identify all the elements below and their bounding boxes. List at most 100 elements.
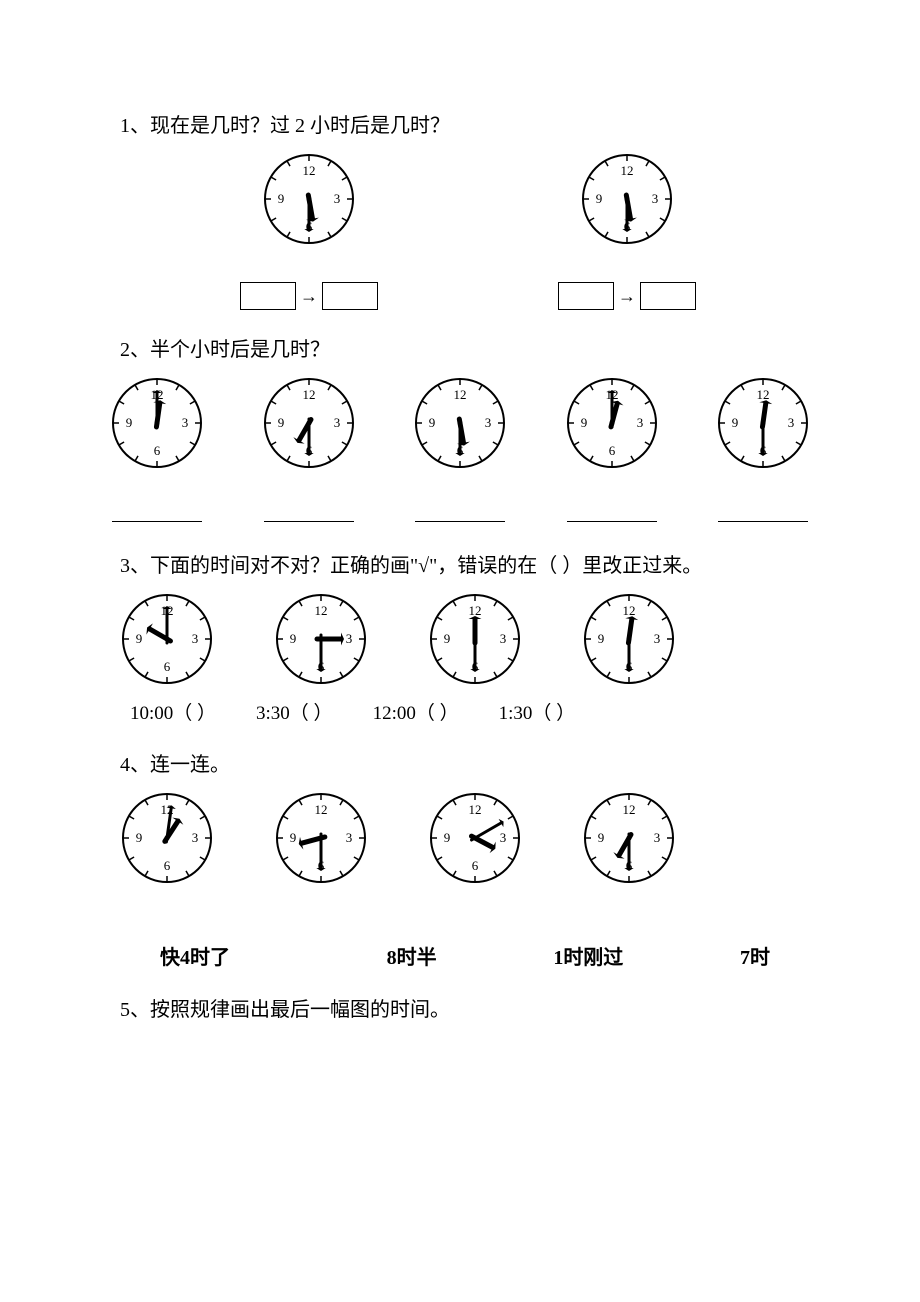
svg-text:9: 9 <box>290 830 297 845</box>
q3-clock-2: 12369 <box>428 592 522 692</box>
q2-clock-3: 12369 <box>565 376 659 476</box>
svg-text:12: 12 <box>469 802 482 817</box>
q4-label-0[interactable]: 快4时了 <box>160 941 270 970</box>
svg-text:3: 3 <box>182 415 189 430</box>
arrow-icon: → <box>300 286 318 307</box>
svg-text:12: 12 <box>315 802 328 817</box>
ink-blot-icon <box>230 952 270 966</box>
q3-label-2[interactable]: 12:00（ ） <box>373 698 459 725</box>
q4-clock-2: 12 3 6 9 <box>428 791 522 891</box>
svg-text:6: 6 <box>608 443 615 458</box>
svg-text:9: 9 <box>429 415 436 430</box>
svg-text:3: 3 <box>333 415 340 430</box>
svg-text:9: 9 <box>598 631 605 646</box>
q3-label-0[interactable]: 10:00（ ） <box>130 698 216 725</box>
q4-label-1[interactable]: 8时半 <box>387 941 437 970</box>
svg-text:3: 3 <box>654 830 661 845</box>
q2-clock-1: 12369 <box>262 376 356 476</box>
svg-text:9: 9 <box>598 830 605 845</box>
q2-clock-cell-2: 12369 <box>413 376 507 522</box>
svg-text:9: 9 <box>290 631 297 646</box>
svg-text:3: 3 <box>500 830 507 845</box>
q4-clock-0: 12369 <box>120 791 214 891</box>
q2-text: 2、半个小时后是几时？ <box>120 334 800 366</box>
q1-text: 1、现在是几时？过 2 小时后是几时？ <box>120 110 800 142</box>
q3-text: 3、下面的时间对不对？正确的画"√"，错误的在（ ）里改正过来。 <box>120 550 800 582</box>
svg-text:12: 12 <box>621 163 634 178</box>
svg-text:3: 3 <box>192 631 199 646</box>
q4-label-row: 快4时了 8时半 1时刚过 7时 <box>120 941 800 970</box>
answer-line[interactable] <box>264 520 354 522</box>
q3-clock-1: 12369 <box>274 592 368 692</box>
svg-text:3: 3 <box>346 631 353 646</box>
svg-text:6: 6 <box>154 443 161 458</box>
answer-line[interactable] <box>718 520 808 522</box>
q3-label-3[interactable]: 1:30（ ） <box>499 698 576 725</box>
svg-text:9: 9 <box>732 415 739 430</box>
svg-text:3: 3 <box>652 191 659 206</box>
svg-text:6: 6 <box>472 858 479 873</box>
svg-text:6: 6 <box>164 858 171 873</box>
svg-text:9: 9 <box>596 191 603 206</box>
q1-clock-cell-1: 12369 → <box>558 152 696 310</box>
q3-clock-3: 12369 <box>582 592 676 692</box>
q2-clock-cell-4: 12369 <box>716 376 810 522</box>
svg-text:12: 12 <box>623 603 636 618</box>
svg-text:12: 12 <box>469 603 482 618</box>
q2-clock-4: 12369 <box>716 376 810 476</box>
svg-text:12: 12 <box>302 387 315 402</box>
svg-text:12: 12 <box>454 387 467 402</box>
q4-clock-1: 12369 <box>274 791 368 891</box>
q2-clock-0: 12369 <box>110 376 204 476</box>
q1-answer-boxes-1[interactable]: → <box>558 282 696 310</box>
answer-box[interactable] <box>640 282 696 310</box>
q4-label-2[interactable]: 1时刚过 <box>553 941 623 970</box>
arrow-icon: → <box>618 286 636 307</box>
q2-clock-2: 12369 <box>413 376 507 476</box>
q1-answer-boxes-0[interactable]: → <box>240 282 378 310</box>
svg-text:12: 12 <box>757 387 770 402</box>
q2-clock-cell-0: 12369 <box>110 376 204 522</box>
q5-text: 5、按照规律画出最后一幅图的时间。 <box>120 994 800 1026</box>
svg-text:3: 3 <box>192 830 199 845</box>
svg-text:12: 12 <box>303 163 316 178</box>
q3-label-row: 10:00（ ） 3:30（ ） 12:00（ ） 1:30（ ） <box>130 698 800 725</box>
q1-clock-row: 12369 → 12369 → <box>240 152 800 310</box>
q1-clock-0: 12369 <box>262 152 356 252</box>
svg-text:9: 9 <box>136 830 143 845</box>
answer-line[interactable] <box>112 520 202 522</box>
svg-text:3: 3 <box>346 830 353 845</box>
answer-line[interactable] <box>415 520 505 522</box>
svg-text:3: 3 <box>485 415 492 430</box>
q2-clock-row: 12369 12369 12369 12369 12369 <box>110 376 810 522</box>
svg-text:6: 6 <box>164 659 171 674</box>
q4-clock-3: 12369 <box>582 791 676 891</box>
svg-text:9: 9 <box>444 631 451 646</box>
q3-clock-0: 12369 <box>120 592 214 692</box>
q3-label-1[interactable]: 3:30（ ） <box>256 698 333 725</box>
svg-text:9: 9 <box>126 415 133 430</box>
q4-text: 4、连一连。 <box>120 749 800 781</box>
q1-clock-cell-0: 12369 → <box>240 152 378 310</box>
q4-clock-row: 12369 12369 12369 12369 <box>120 791 800 891</box>
svg-text:3: 3 <box>788 415 795 430</box>
svg-text:9: 9 <box>278 191 285 206</box>
svg-text:12: 12 <box>623 802 636 817</box>
answer-box[interactable] <box>322 282 378 310</box>
svg-text:3: 3 <box>654 631 661 646</box>
q2-clock-cell-1: 12369 <box>262 376 356 522</box>
svg-text:3: 3 <box>500 631 507 646</box>
svg-text:9: 9 <box>444 830 451 845</box>
svg-text:9: 9 <box>580 415 587 430</box>
answer-line[interactable] <box>567 520 657 522</box>
svg-text:9: 9 <box>277 415 284 430</box>
answer-box[interactable] <box>558 282 614 310</box>
q3-clock-row: 12369 12369 12369 12369 <box>120 592 800 692</box>
q4-label-3[interactable]: 7时 <box>740 941 770 970</box>
svg-text:3: 3 <box>636 415 643 430</box>
svg-text:3: 3 <box>334 191 341 206</box>
answer-box[interactable] <box>240 282 296 310</box>
svg-text:12: 12 <box>315 603 328 618</box>
q2-clock-cell-3: 12369 <box>565 376 659 522</box>
q1-clock-1: 12369 <box>580 152 674 252</box>
